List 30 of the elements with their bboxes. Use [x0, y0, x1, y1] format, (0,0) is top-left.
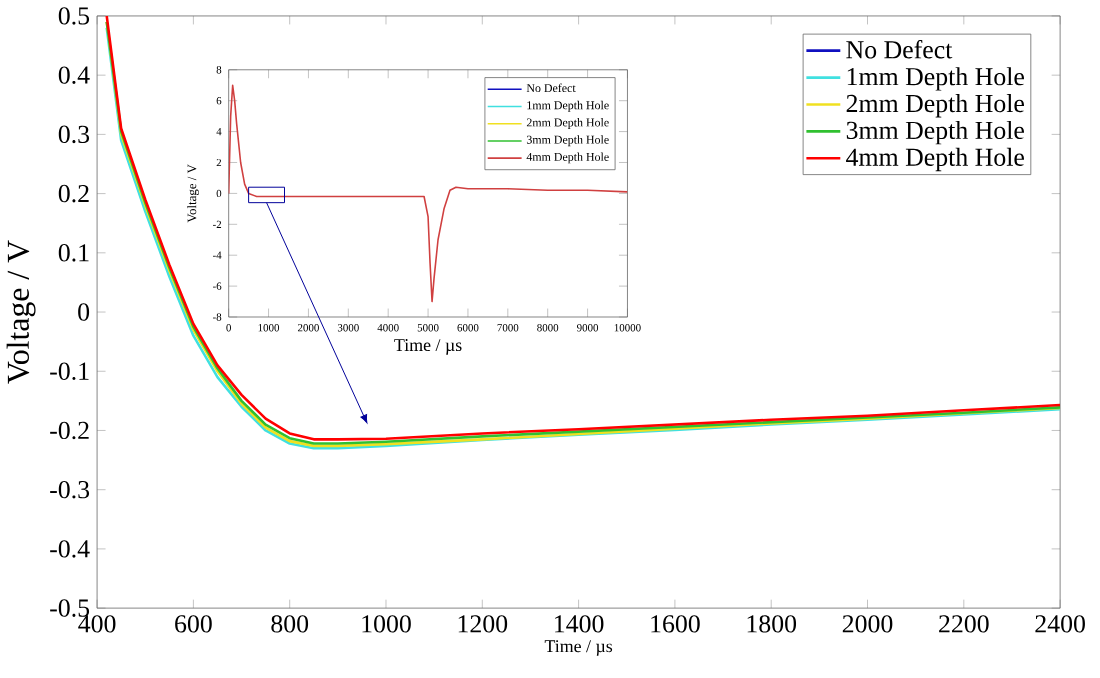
x-tick-label: 400	[78, 615, 116, 633]
x-tick-label: 2200	[939, 615, 989, 633]
y-tick-label: -0.3	[50, 480, 90, 499]
y-tick-label: -0.5	[50, 599, 90, 617]
x-tick-label: 600	[175, 615, 212, 633]
legend-label: 1mm Depth Hole	[847, 67, 1024, 91]
y-tick-label: -0.2	[50, 421, 89, 440]
y-tick-label: 0.2	[58, 184, 89, 203]
y-tick-label: -0.1	[50, 362, 89, 381]
legend-label: No Defect	[846, 40, 953, 59]
x-tick-label: 800	[271, 615, 309, 633]
x-axis-title: Time / µs	[544, 640, 613, 656]
y-tick-label: -0.4	[50, 540, 90, 558]
y-tick-label: 0.3	[58, 125, 90, 144]
x-axis-title: Time / µs	[394, 339, 462, 355]
x-tick-label: 2000	[842, 615, 893, 633]
x-tick-label: 1600	[651, 615, 700, 633]
x-tick-label: 1200	[458, 615, 508, 633]
x-tick-label: 1400	[555, 615, 604, 633]
x-tick-label: 2400	[1035, 615, 1085, 633]
x-tick-label: 1800	[747, 615, 797, 633]
legend-label: 4mm Depth Hole	[846, 147, 1024, 172]
legend-label: 2mm Depth Hole	[846, 94, 1024, 118]
y-axis-title: Voltage / V	[6, 240, 36, 384]
y-tick-label: 0	[78, 303, 90, 321]
legend-label: 3mm Depth Hole	[846, 120, 1024, 145]
y-tick-label: 0.4	[58, 66, 90, 84]
y-tick-label: 0.5	[58, 7, 90, 25]
x-tick-label: 1000	[362, 615, 411, 633]
y-tick-label: 0.1	[58, 244, 89, 262]
